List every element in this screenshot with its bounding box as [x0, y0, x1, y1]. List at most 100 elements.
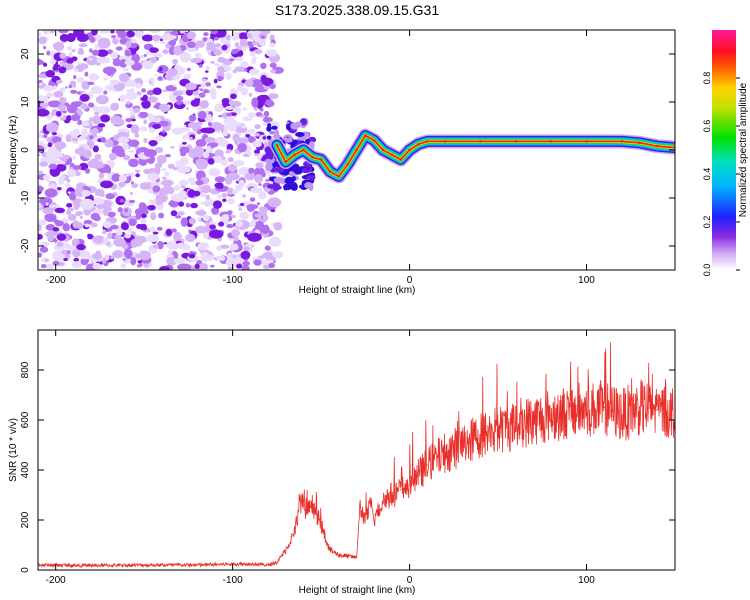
- noise-blob: [221, 192, 228, 198]
- noise-blob: [180, 217, 188, 227]
- noise-blob: [199, 88, 204, 92]
- spectrogram-x-label: Height of straight line (km): [299, 285, 416, 296]
- noise-blob: [38, 219, 47, 226]
- noise-blob: [57, 177, 65, 186]
- noise-blob: [262, 214, 269, 222]
- noise-blob: [141, 88, 147, 93]
- noise-blob: [51, 112, 56, 117]
- noise-blob: [64, 119, 70, 124]
- noise-blob: [181, 30, 186, 34]
- noise-blob: [232, 189, 238, 195]
- ridge-point: [638, 141, 641, 144]
- noise-blob: [210, 30, 219, 35]
- noise-blob: [262, 116, 273, 123]
- noise-blob: [236, 137, 249, 145]
- noise-blob: [155, 135, 164, 142]
- noise-blob: [84, 223, 90, 228]
- noise-blob: [235, 220, 244, 228]
- noise-blob: [227, 210, 233, 215]
- noise-blob: [87, 81, 95, 86]
- noise-blob: [161, 176, 167, 180]
- noise-blob: [128, 139, 140, 148]
- noise-blob: [170, 146, 175, 149]
- noise-blob: [141, 101, 147, 107]
- noise-blob: [117, 207, 123, 213]
- noise-blob: [157, 76, 163, 81]
- noise-blob: [140, 213, 147, 219]
- noise-blob: [225, 72, 232, 80]
- noise-blob: [176, 100, 183, 106]
- noise-blob: [200, 192, 207, 198]
- noise-blob: [91, 127, 99, 135]
- noise-blob: [270, 69, 277, 74]
- noise-blob: [76, 243, 86, 251]
- noise-blob: [247, 183, 250, 188]
- noise-blob: [242, 46, 247, 52]
- noise-blob: [200, 82, 206, 88]
- noise-blob: [273, 129, 280, 137]
- noise-blob: [146, 89, 155, 96]
- noise-blob: [162, 89, 168, 92]
- noise-blob: [45, 69, 55, 78]
- noise-blob: [256, 202, 261, 206]
- noise-blob: [70, 101, 83, 108]
- noise-blob: [90, 222, 98, 228]
- noise-blob: [39, 161, 49, 167]
- noise-blob: [152, 87, 162, 95]
- noise-blob: [38, 224, 42, 232]
- noise-blob: [242, 116, 250, 122]
- noise-blob: [128, 158, 139, 168]
- noise-blob: [257, 191, 267, 200]
- noise-blob: [38, 83, 43, 86]
- noise-blob: [57, 30, 69, 34]
- spectrogram-y-tick-label: 0: [20, 147, 31, 153]
- noise-blob: [83, 219, 93, 225]
- noise-blob: [222, 129, 229, 137]
- ridge-point: [337, 175, 341, 178]
- noise-blob: [185, 82, 197, 91]
- noise-blob: [185, 233, 196, 243]
- noise-blob: [265, 162, 273, 171]
- noise-blob: [38, 31, 42, 37]
- noise-blob: [272, 185, 282, 190]
- noise-blob: [252, 140, 262, 148]
- noise-blob: [123, 142, 128, 146]
- snr-anchor-point: [515, 424, 517, 426]
- noise-blob: [79, 198, 95, 210]
- noise-blob: [125, 40, 132, 49]
- noise-blob: [148, 139, 158, 147]
- snr-anchor-point: [639, 406, 641, 409]
- noise-blob: [146, 184, 152, 189]
- ridge-point: [302, 148, 305, 152]
- noise-blob: [233, 236, 239, 242]
- noise-blob: [264, 245, 271, 251]
- noise-blob: [217, 30, 227, 38]
- noise-blob: [210, 61, 216, 64]
- noise-blob: [262, 155, 267, 162]
- noise-blob: [251, 97, 259, 108]
- noise-blob: [187, 46, 197, 53]
- snr-anchor-point: [293, 531, 296, 534]
- noise-blob: [96, 56, 111, 64]
- noise-blob: [180, 127, 191, 133]
- noise-blob: [143, 119, 148, 125]
- noise-blob: [163, 242, 168, 245]
- noise-blob: [116, 231, 123, 236]
- noise-blob: [207, 158, 215, 165]
- spectrogram-y-tick-label: -20: [20, 238, 31, 253]
- snr-y-tick-label: 0: [20, 567, 31, 573]
- noise-blob: [186, 31, 197, 40]
- noise-blob: [240, 61, 249, 68]
- noise-blob: [43, 85, 55, 92]
- snr-anchor-point: [359, 506, 361, 509]
- snr-anchor-point: [355, 556, 358, 559]
- noise-blob: [78, 43, 88, 48]
- noise-blob: [258, 206, 268, 213]
- noise-blob: [81, 149, 92, 158]
- noise-blob: [196, 147, 205, 156]
- noise-blob: [195, 40, 205, 48]
- noise-blob: [264, 158, 275, 164]
- noise-blob: [178, 179, 189, 187]
- noise-blob: [227, 252, 233, 259]
